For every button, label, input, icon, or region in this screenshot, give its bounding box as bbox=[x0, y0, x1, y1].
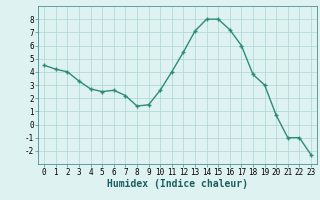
X-axis label: Humidex (Indice chaleur): Humidex (Indice chaleur) bbox=[107, 179, 248, 189]
